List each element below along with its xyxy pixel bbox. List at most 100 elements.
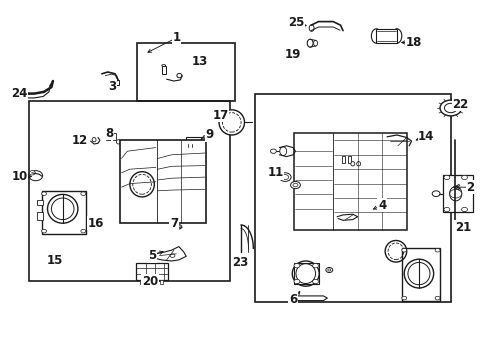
Text: 3: 3 [109,80,117,93]
Text: 13: 13 [192,55,208,68]
Bar [342,156,345,163]
Ellipse shape [92,138,96,142]
Text: 23: 23 [232,256,248,269]
Circle shape [444,103,457,113]
Circle shape [29,171,43,181]
Bar [136,263,168,280]
Bar [140,280,143,284]
Bar [120,140,206,223]
Ellipse shape [133,174,151,194]
Text: 11: 11 [267,166,284,179]
Circle shape [270,149,276,153]
Bar [153,280,156,284]
Circle shape [291,181,300,189]
Circle shape [440,100,462,116]
Text: 7: 7 [170,217,178,230]
Text: 24: 24 [11,87,28,100]
Text: 10: 10 [11,170,28,183]
Text: 25: 25 [288,16,305,29]
Ellipse shape [404,259,434,288]
Bar [147,280,149,284]
Ellipse shape [309,25,314,31]
Ellipse shape [222,113,241,132]
Text: 20: 20 [142,275,158,288]
Circle shape [177,226,180,228]
Circle shape [444,175,450,180]
Circle shape [402,248,407,252]
Circle shape [326,267,333,273]
Text: 18: 18 [406,36,422,49]
Ellipse shape [314,40,318,46]
Circle shape [328,269,331,271]
Circle shape [462,175,467,180]
Ellipse shape [296,264,316,284]
Text: 2: 2 [466,181,474,194]
Bar [37,200,43,205]
Circle shape [462,207,467,212]
Bar [348,156,351,163]
Circle shape [282,175,289,180]
Ellipse shape [51,198,74,220]
Ellipse shape [280,147,287,156]
Circle shape [313,264,318,268]
Circle shape [313,279,318,284]
Ellipse shape [187,141,193,147]
Ellipse shape [388,243,404,260]
Ellipse shape [392,29,402,43]
Text: 17: 17 [212,109,229,122]
Circle shape [435,248,440,252]
Ellipse shape [177,73,182,78]
Text: 5: 5 [148,249,156,262]
Circle shape [402,296,407,300]
Circle shape [293,183,298,187]
Circle shape [170,254,175,257]
Circle shape [279,173,291,181]
Bar [162,66,166,74]
Text: 22: 22 [452,98,469,111]
Circle shape [294,264,300,268]
Bar [111,80,119,85]
Ellipse shape [351,162,355,166]
Circle shape [432,191,440,197]
Circle shape [81,192,86,195]
Ellipse shape [357,162,361,166]
Ellipse shape [116,140,121,144]
Circle shape [294,279,300,284]
Bar [106,134,110,140]
Ellipse shape [292,261,319,286]
Bar [113,133,116,140]
Text: 1: 1 [172,31,180,44]
Circle shape [444,207,450,212]
Ellipse shape [48,194,78,223]
Ellipse shape [385,240,407,262]
Bar [376,29,397,43]
Ellipse shape [408,262,430,285]
Ellipse shape [162,65,166,66]
Bar [137,43,235,101]
Circle shape [29,171,35,175]
Circle shape [81,229,86,233]
Text: 14: 14 [418,130,435,143]
Ellipse shape [307,39,313,47]
Bar [37,212,43,220]
Circle shape [450,189,462,198]
Bar [186,137,201,144]
Bar [443,175,473,212]
Text: 4: 4 [378,199,386,212]
Bar [402,248,440,301]
Text: 6: 6 [289,293,297,306]
Bar [294,133,407,230]
Text: 8: 8 [106,127,114,140]
Ellipse shape [130,172,154,197]
Circle shape [42,229,47,233]
Bar [255,94,451,302]
Text: 16: 16 [87,217,104,230]
Bar [294,263,318,284]
Circle shape [42,192,47,195]
Bar [42,191,86,234]
Ellipse shape [371,29,381,43]
Text: 9: 9 [205,129,213,141]
Text: 21: 21 [455,221,471,234]
Text: 19: 19 [285,48,301,61]
Ellipse shape [219,110,245,135]
